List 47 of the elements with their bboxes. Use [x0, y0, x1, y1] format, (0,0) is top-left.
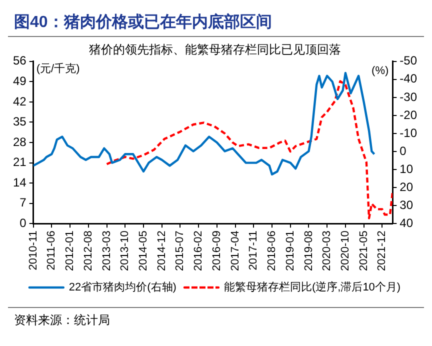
x-tick-label: 2014-05 — [138, 230, 150, 272]
x-tick-label: 2019-01 — [284, 230, 296, 272]
y2-tick-label: -20 — [400, 108, 418, 122]
legend-label: 能繁母猪存栏同比(逆序,滞后10个月) — [224, 280, 401, 294]
y2-tick-label: 30 — [400, 198, 414, 212]
x-tick-label: 2016-09 — [210, 230, 223, 272]
chart-subtitle: 猪价的领先指标、能繁母猪存栏同比已见顶回落 — [89, 42, 341, 57]
x-tick-label: 2021-05 — [358, 230, 370, 272]
x-tick-label: 2020-03 — [321, 230, 334, 272]
x-tick-label: 2012-01 — [64, 230, 76, 272]
x-tick-label: 2021-12 — [376, 230, 388, 272]
x-tick-label: 2018-06 — [266, 230, 278, 272]
x-tick-label: 2016-02 — [192, 230, 205, 272]
x-tick-label: 2017-11 — [248, 230, 260, 270]
text: 资料来源：统计局 — [14, 312, 111, 329]
legend-label: 22省市猪肉均价(右轴) — [68, 280, 176, 294]
x-tick-label: 2014-12 — [156, 230, 168, 272]
x-tick-label: 2013-10 — [119, 230, 132, 272]
y2-tick-label: -40 — [400, 72, 418, 86]
x-tick-label: 2013-03 — [100, 230, 113, 272]
y2-tick-label: -50 — [400, 54, 418, 68]
x-tick-label: 2012-08 — [82, 230, 94, 272]
line-series — [106, 80, 393, 220]
x-tick-label: 2017-04 — [229, 230, 242, 272]
x-tick-label: 2020-10 — [339, 230, 352, 272]
y-tick-label: 28 — [12, 134, 27, 149]
x-tick-label: 2010-11 — [27, 230, 40, 270]
x-tick-label: 2011-06 — [46, 230, 58, 270]
y-tick-label: 56 — [12, 54, 27, 68]
y2-tick-label: 10 — [400, 162, 414, 176]
y2-axis-title: (%) — [372, 64, 389, 77]
y2-tick-label: 40 — [400, 216, 414, 230]
y2-tick-label: -30 — [400, 90, 418, 104]
y-tick-label: 35 — [12, 114, 27, 129]
x-tick-label: 2015-07 — [174, 230, 186, 272]
y2-tick-label: 0 — [400, 144, 407, 158]
y-axis-title: (元/千克) — [36, 62, 80, 75]
chart-title: 图40：猪肉价格或已在年内底部区间 — [8, 8, 424, 37]
y2-tick-label: 20 — [400, 180, 414, 194]
y2-tick-label: -10 — [400, 126, 418, 140]
y-tick-label: 21 — [12, 155, 27, 170]
y-tick-label: 14 — [12, 175, 27, 190]
y-tick-label: 49 — [12, 74, 27, 88]
y-tick-label: 0 — [20, 216, 27, 230]
y-tick-label: 42 — [12, 94, 27, 108]
x-tick-label: 2019-08 — [302, 230, 315, 272]
y-tick-label: 7 — [20, 196, 27, 210]
